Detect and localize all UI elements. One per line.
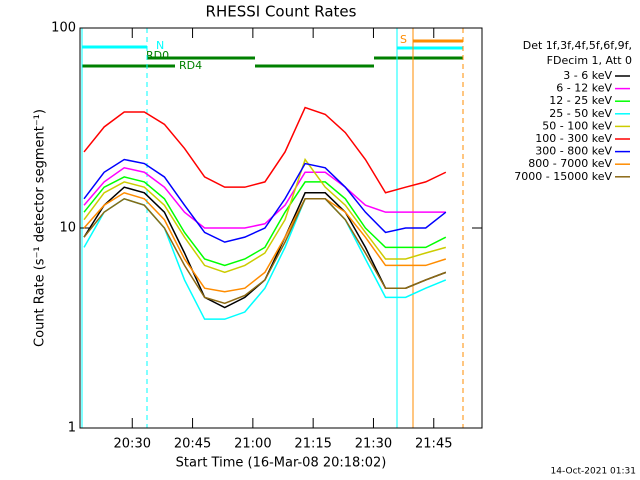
footer: 14-Oct-2021 01:31: [551, 467, 636, 477]
legend-label: 300 - 800 keV: [535, 145, 612, 158]
legend-label: 7000 - 15000 keV: [514, 170, 612, 183]
legend-label: 6 - 12 keV: [556, 82, 612, 95]
legend-label: 100 - 300 keV: [535, 132, 612, 145]
flag-label: N: [156, 39, 164, 52]
legend-label: 800 - 7000 keV: [528, 157, 612, 170]
y-tick-label: 100: [51, 21, 76, 36]
legend-label: 25 - 50 keV: [549, 107, 612, 120]
x-tick-label: 21:00: [234, 437, 271, 452]
y-tick-label: 1: [68, 421, 76, 436]
x-axis-label: Start Time (16-Mar-08 20:18:02): [176, 456, 387, 471]
legend-label: 12 - 25 keV: [549, 94, 612, 107]
flags: N RD0 RD4 S: [81, 28, 464, 428]
series-line: [83, 106, 447, 194]
legend-label: 50 - 100 keV: [542, 119, 612, 132]
chart-title: RHESSI Count Rates: [206, 3, 357, 21]
y-tick-label: 10: [59, 221, 76, 236]
y-axis-label: Count Rate (s⁻¹ detector segment⁻¹): [33, 109, 48, 347]
flag-label: RD0: [146, 49, 169, 62]
series-line: [83, 166, 446, 229]
series-line: [83, 197, 447, 305]
flag-label: RD4: [179, 59, 202, 72]
series-line: [83, 157, 447, 274]
legend-label: 3 - 6 keV: [563, 69, 612, 82]
legend-header: FDecim 1, Att 0: [547, 54, 632, 67]
series-line: [83, 176, 447, 267]
flag-label: S: [400, 33, 407, 46]
x-tick-label: 21:30: [355, 437, 392, 452]
series-line: [83, 191, 447, 293]
x-tick-label: 21:45: [415, 437, 452, 452]
x-tick-label: 20:30: [114, 437, 151, 452]
legend-header: Det 1f,3f,4f,5f,6f,9f,: [523, 39, 632, 52]
series-line: [83, 158, 447, 243]
x-tick-label: 20:45: [174, 437, 211, 452]
x-tick-label: 21:15: [294, 437, 331, 452]
